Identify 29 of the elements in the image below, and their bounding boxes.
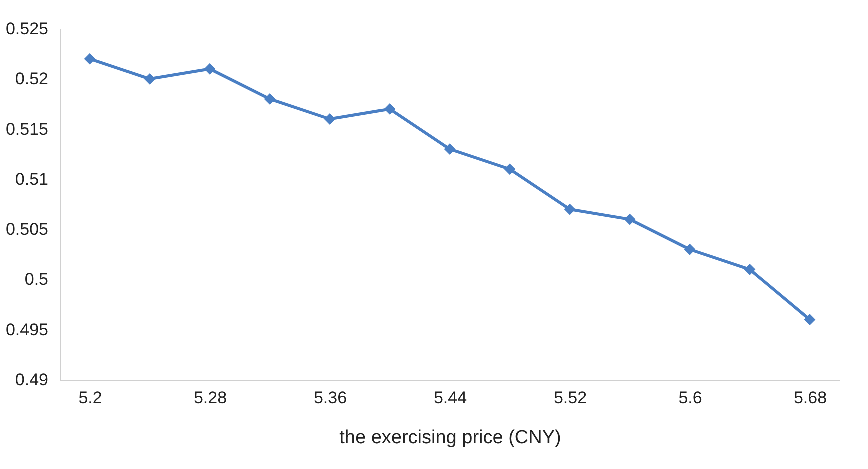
x-tick-label: 5.28 — [194, 388, 228, 408]
y-tick-label: 0.515 — [6, 120, 48, 139]
point — [804, 314, 816, 326]
y-tick-label: 0.52 — [15, 70, 48, 89]
point — [564, 204, 576, 216]
x-tick-label: 5.68 — [794, 388, 828, 408]
point — [444, 144, 456, 156]
y-tick-label: 0.505 — [6, 220, 48, 240]
x-tick-label: 5.52 — [554, 388, 588, 408]
point — [264, 94, 276, 105]
x-tick-label: 5.2 — [78, 388, 102, 408]
point — [744, 264, 756, 276]
point — [204, 63, 216, 75]
x-tick-label: 5.36 — [314, 388, 348, 408]
point — [684, 244, 696, 256]
point — [624, 214, 636, 226]
point — [384, 104, 396, 115]
y-tick-label: 0.495 — [6, 320, 48, 340]
y-tick-label: 0.5 — [24, 270, 48, 290]
point — [504, 164, 516, 176]
y-tick-label: 0.51 — [15, 170, 48, 189]
point — [84, 53, 96, 65]
point — [324, 114, 336, 125]
point — [144, 73, 156, 85]
x-axis-title: the exercising price (CNY) — [340, 428, 562, 448]
y-tick-label: 0.525 — [6, 20, 48, 38]
y-tick-label: 0.49 — [15, 370, 48, 390]
x-tick-label: 5.6 — [678, 388, 702, 408]
x-tick-label: 5.44 — [434, 388, 468, 408]
